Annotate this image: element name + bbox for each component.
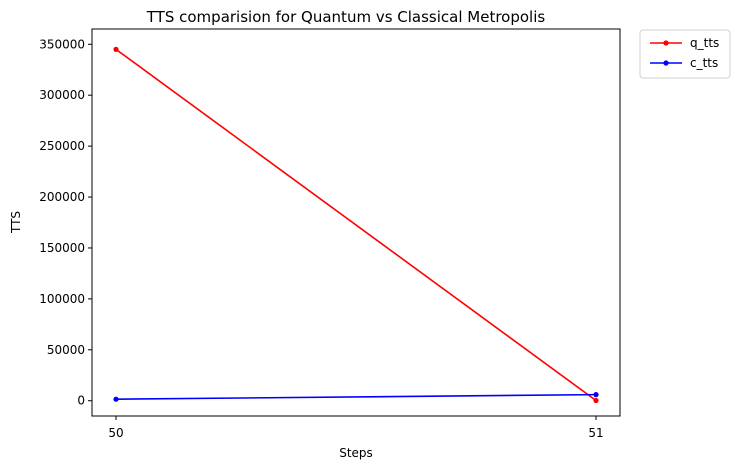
plot-area <box>91 28 621 417</box>
data-point-c-tts <box>113 396 119 402</box>
axes-frame <box>91 28 621 417</box>
legend-label-q-tts: q_tts <box>690 36 719 50</box>
series-layer <box>113 46 599 404</box>
y-tick-label: 50000 <box>47 343 85 357</box>
chart-title: TTS comparision for Quantum vs Classical… <box>146 8 546 26</box>
y-axis: 0 50000 100000 150000 200000 250000 300000 3500… <box>39 37 92 408</box>
y-tick-label: 300000 <box>39 88 85 102</box>
x-tick-label: 51 <box>588 426 603 440</box>
y-tick-label: 150000 <box>39 241 85 255</box>
x-tick-label: 50 <box>108 426 123 440</box>
series-line-c-tts <box>115 393 597 400</box>
y-tick-label: 250000 <box>39 139 85 153</box>
legend-label-c-tts: c_tts <box>690 56 718 70</box>
legend-box <box>639 29 731 79</box>
x-axis: 50 51 <box>108 416 604 440</box>
y-tick-label: 200000 <box>39 190 85 204</box>
legend: q_tts c_tts <box>639 29 731 79</box>
x-axis-label: Steps <box>339 446 373 460</box>
y-tick-label: 100000 <box>39 292 85 306</box>
y-tick-label: 0 <box>77 394 85 408</box>
legend-marker-q-tts <box>663 40 669 46</box>
series-line-q-tts <box>115 48 597 402</box>
y-tick-label: 350000 <box>39 37 85 51</box>
legend-marker-c-tts <box>663 60 669 66</box>
data-point-q-tts <box>113 46 119 52</box>
data-point-q-tts <box>593 397 599 404</box>
data-point-c-tts <box>593 392 599 398</box>
y-axis-label: TTS <box>9 211 23 234</box>
